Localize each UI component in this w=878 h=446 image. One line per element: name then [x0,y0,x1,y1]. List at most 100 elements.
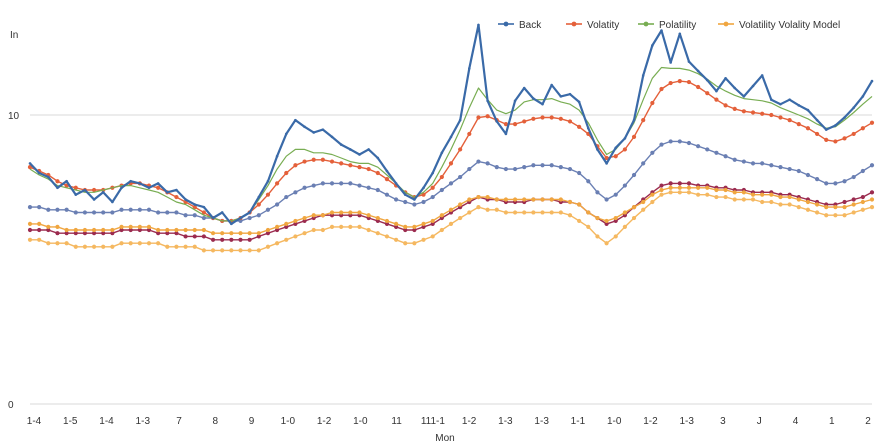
data-point [522,119,526,123]
data-point [550,163,554,167]
series-2 [30,68,872,221]
data-point [815,177,819,181]
data-point [531,197,535,201]
data-point [641,208,645,212]
series-line [30,25,872,224]
legend-swatch-marker [504,22,509,27]
data-point [394,238,398,242]
data-point [376,216,380,220]
data-point [138,225,142,229]
data-point [157,182,160,185]
data-point [550,115,554,119]
data-point [284,195,288,199]
data-point [678,181,682,185]
data-point [797,169,801,173]
data-point [293,234,297,238]
data-point [139,182,142,185]
data-point [37,222,41,226]
data-point [769,163,773,167]
data-point [568,119,572,123]
x-tick-label: 9 [249,416,255,427]
data-point [74,210,78,214]
data-point [74,193,77,196]
data-point [531,117,535,121]
data-point [778,115,782,119]
data-point [83,228,87,232]
data-point [623,183,627,187]
data-point [595,216,599,220]
x-tick-label: 4 [793,416,799,427]
data-point [275,225,279,229]
data-point [47,176,50,179]
data-point [669,81,673,85]
data-point [193,203,196,206]
data-point [816,119,819,122]
data-point [723,188,727,192]
data-point [458,216,462,220]
data-point [642,74,645,77]
data-point [394,222,398,226]
data-point [760,161,764,165]
data-point [101,245,105,249]
data-point [769,113,773,117]
legend-swatch-marker [644,22,649,27]
data-point [29,162,32,165]
x-tick-label: 2 [865,416,871,427]
data-point [797,122,801,126]
data-point [522,197,526,201]
x-axis-title: Mon [435,433,454,444]
data-point [119,208,123,212]
data-point [650,200,654,204]
data-point [285,133,288,136]
data-point [431,172,434,175]
legend-item[interactable]: Volatility Volality Model [718,20,840,31]
series-layer [28,24,874,253]
data-point [119,241,123,245]
data-point [540,163,544,167]
data-point [760,193,764,197]
legend-item[interactable]: Polatility [638,20,696,31]
legend[interactable]: Back Volatity Polatility Volatility Volalit… [498,20,840,31]
series-0 [29,24,874,226]
data-point [193,245,197,249]
data-point [705,147,709,151]
data-point [183,228,187,232]
data-point [806,200,810,204]
data-point [238,231,242,235]
data-point [870,163,874,167]
data-point [650,151,654,155]
data-point [348,163,352,167]
data-point [183,234,187,238]
data-point [467,197,471,201]
data-point [55,241,59,245]
x-tick-label: 1-2 [462,416,477,427]
data-point [742,190,746,194]
data-point [641,161,645,165]
legend-item[interactable]: Back [498,20,542,31]
data-point [659,142,663,146]
data-point [559,210,563,214]
data-point [577,171,581,175]
data-point [733,197,737,201]
series-1 [28,79,874,223]
data-point [688,60,691,63]
data-point [833,213,837,217]
data-point [733,158,737,162]
data-point [303,126,306,129]
data-point [678,190,682,194]
data-point [770,98,773,101]
data-point [440,188,444,192]
data-point [824,138,828,142]
data-point [815,210,819,214]
data-point [577,202,581,206]
data-point [431,234,435,238]
data-point [724,77,727,80]
data-point [806,126,810,130]
data-point [650,101,654,105]
data-point [203,206,206,209]
legend-item[interactable]: Volatity [566,20,619,31]
legend-label: Back [519,20,542,31]
x-tick-label: 1-0 [353,416,368,427]
data-point [275,181,279,185]
data-point [412,241,416,245]
